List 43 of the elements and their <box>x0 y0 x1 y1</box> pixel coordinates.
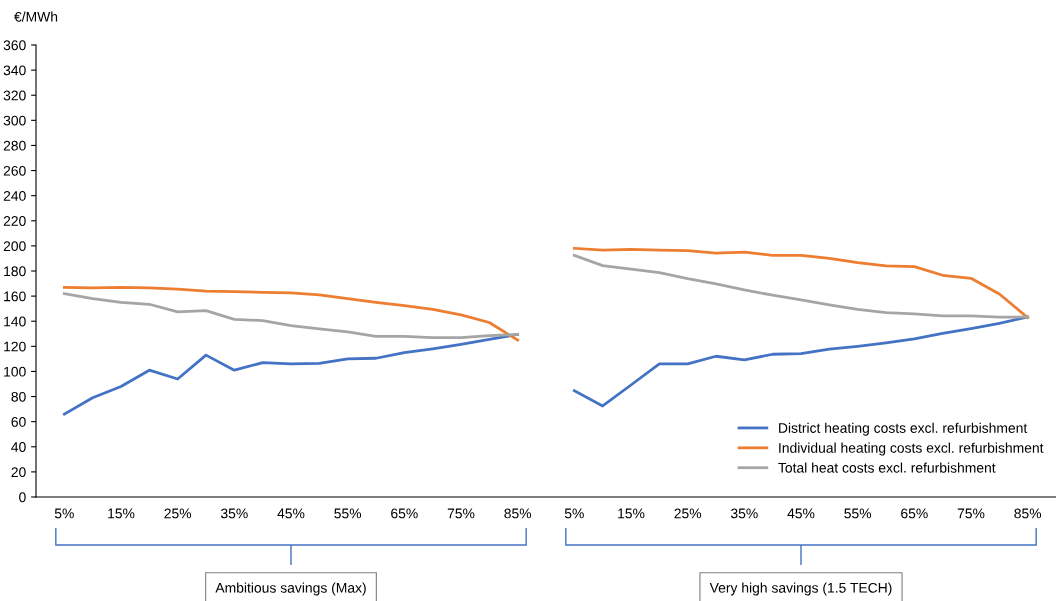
y-tick-label: 0 <box>19 492 26 503</box>
y-tick-label: 320 <box>3 90 26 101</box>
y-tick-label: 180 <box>4 266 26 277</box>
x-tick-label: 45% <box>277 508 305 519</box>
y-tick-label: 80 <box>11 391 26 402</box>
x-tick-label: 15% <box>108 508 135 519</box>
text: Ambitious savings (Max) <box>215 582 366 596</box>
y-tick-label: 120 <box>4 341 26 352</box>
x-tick-label: 55% <box>844 508 872 519</box>
y-tick-label: 160 <box>4 291 26 302</box>
y-tick-label: 360 <box>3 40 26 51</box>
x-tick-label: 65% <box>391 508 418 519</box>
x-tick-label: 85% <box>504 508 532 519</box>
x-tick-label: 85% <box>1014 508 1042 519</box>
y-tick-label: 240 <box>3 191 26 201</box>
x-tick-label: 65% <box>901 508 928 519</box>
legend-label: District heating costs excl. refurbishment <box>779 422 1028 436</box>
y-tick-label: 200 <box>3 241 26 252</box>
x-tick-label: 75% <box>957 508 985 519</box>
x-tick-label: 35% <box>730 508 758 519</box>
y-tick-label: 300 <box>3 115 26 126</box>
y-tick-label: 340 <box>3 65 26 76</box>
y-tick-label: 100 <box>4 366 26 377</box>
x-tick-label: 55% <box>334 508 362 519</box>
y-tick-label: 140 <box>4 316 26 327</box>
y-tick-label: 20 <box>11 467 26 478</box>
x-tick-label: 5% <box>564 508 584 519</box>
y-axis-title: €/MWh <box>14 11 58 22</box>
x-tick-label: 25% <box>164 508 192 519</box>
x-tick-label: 45% <box>787 508 815 519</box>
y-tick-label: 220 <box>3 216 26 226</box>
y-tick-label: 40 <box>11 442 26 452</box>
y-tick-label: 280 <box>3 140 26 151</box>
text: Very high savings (1.5 TECH) <box>709 582 892 596</box>
legend-label: Individual heating costs excl. refurbishment <box>779 442 1044 456</box>
x-tick-label: 75% <box>447 508 475 519</box>
x-tick-label: 15% <box>618 508 645 519</box>
x-tick-label: 35% <box>220 508 248 519</box>
x-tick-label: 25% <box>674 508 702 519</box>
x-tick-label: 5% <box>54 508 74 519</box>
y-tick-label: 60 <box>11 417 26 427</box>
legend-label: Total heat costs excl. refurbishment <box>778 462 996 473</box>
y-tick-label: 260 <box>3 165 26 176</box>
